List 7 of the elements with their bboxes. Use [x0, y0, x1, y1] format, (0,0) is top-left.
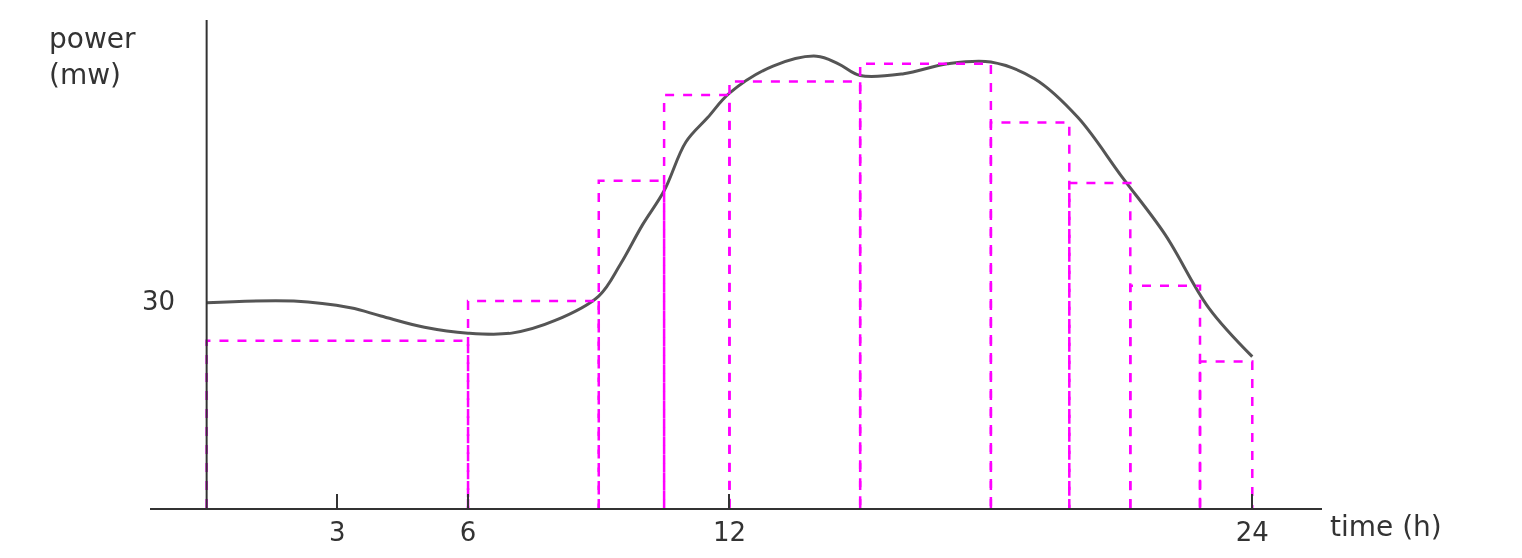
x-tick-label: 6: [459, 517, 477, 548]
x-axis-title: time (h): [1330, 510, 1442, 543]
x-tick-label: 24: [1235, 517, 1269, 548]
x-tick-label: 12: [712, 517, 747, 548]
annotation: 30: [142, 286, 176, 316]
y-axis-title: power (mw): [49, 22, 137, 92]
x-tick-label: 3: [329, 517, 346, 548]
